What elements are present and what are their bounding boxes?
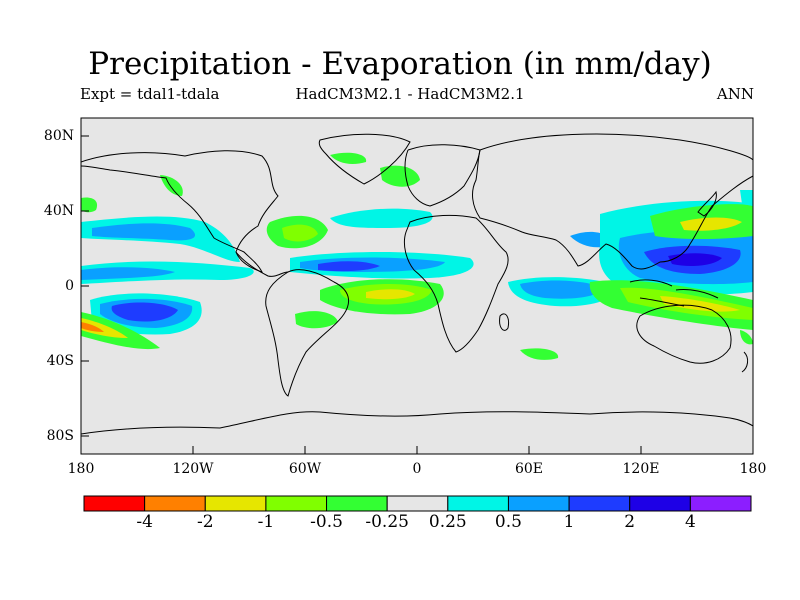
- plot-title: Precipitation - Evaporation (in mm/day): [88, 46, 712, 82]
- contour-spac-navy: [111, 302, 178, 322]
- colorbar-swatch: [265, 495, 328, 512]
- coast-new-zealand: [741, 351, 749, 373]
- colorbar-swatch: [144, 495, 206, 512]
- lat-label: 40S: [46, 353, 74, 369]
- contour-spac-orange: [81, 322, 104, 332]
- contour-wpac-navy: [668, 253, 722, 266]
- contour-io-blue2: [520, 280, 605, 299]
- coast-greenland: [318, 133, 411, 185]
- contour-ak-green: [160, 175, 183, 196]
- colorbar-swatch: [326, 495, 388, 512]
- colorbar-swatch: [204, 495, 267, 512]
- contour-mc-yellow: [660, 296, 740, 312]
- contour-spac-green: [81, 312, 160, 350]
- colorbar-swatch: [507, 495, 570, 512]
- coast-madagascar: [499, 313, 509, 331]
- lat-label: 80S: [46, 428, 74, 444]
- colorbar-swatch: [629, 495, 691, 512]
- season-label: ANN: [716, 85, 754, 103]
- colorbar-swatch: [447, 495, 509, 512]
- lat-label: 40N: [43, 203, 74, 219]
- coast-australia: [636, 304, 732, 364]
- axis-ticks: [81, 135, 642, 454]
- lon-label: 120W: [172, 461, 214, 477]
- colorbar: [83, 495, 752, 512]
- contour-aus-green: [740, 330, 753, 345]
- contour-itcz-epac2: [81, 267, 175, 280]
- colorbar-label: -0.25: [365, 512, 409, 532]
- coast-antarctica: [81, 411, 753, 435]
- coast-japan: [697, 190, 717, 217]
- contour-npac-blue2: [92, 223, 196, 241]
- anomaly-contours: [81, 152, 753, 360]
- coast-central-america: [235, 251, 289, 277]
- model-label: HadCM3M2.1 - HadCM3M2.1: [295, 85, 525, 103]
- contour-greenland-green: [380, 165, 420, 187]
- colorbar-label: 4: [684, 512, 696, 532]
- lon-label: 60E: [514, 461, 544, 477]
- contour-nwpac-yellow: [680, 217, 742, 231]
- lon-label: 60W: [288, 461, 322, 477]
- coast-asia: [472, 133, 753, 270]
- colorbar-label: -2: [196, 512, 214, 532]
- contour-nsea-green: [330, 152, 367, 164]
- coast-africa: [403, 214, 509, 353]
- contour-spac-yellow: [81, 318, 128, 338]
- colorbar-label: 2: [624, 512, 636, 532]
- colorbar-swatch: [83, 495, 146, 512]
- contour-sio-green: [520, 348, 559, 360]
- lat-label: 0: [65, 278, 74, 294]
- contour-brazil-green: [295, 311, 338, 329]
- colorbar-label: -1: [257, 512, 275, 532]
- colorbar-swatch: [568, 495, 631, 512]
- contour-nwpac-cyan: [740, 190, 753, 206]
- contour-npac-green: [81, 197, 98, 213]
- contour-satl-yellow: [366, 289, 415, 300]
- contour-natl-cyan: [330, 208, 433, 228]
- contour-itcz-atl3: [318, 261, 380, 272]
- lat-label: 80N: [43, 128, 74, 144]
- colorbar-swatch: [689, 495, 752, 512]
- coastlines: [81, 133, 753, 435]
- colorbar-label: -0.5: [310, 512, 343, 532]
- experiment-label: Expt = tdal1-tdala: [80, 85, 220, 103]
- lon-label: 0: [412, 461, 422, 477]
- colorbar-label: 0.5: [494, 512, 522, 532]
- colorbar-label: 1: [563, 512, 575, 532]
- coast-south-america: [265, 269, 350, 397]
- coast-europe: [404, 144, 481, 207]
- colorbar-label: -4: [136, 512, 153, 532]
- lon-label: 180: [67, 461, 95, 477]
- lon-label: 180: [739, 461, 767, 477]
- colorbar-label: 0.25: [428, 512, 467, 532]
- colorbar-swatch: [386, 495, 449, 512]
- lon-label: 120E: [622, 461, 660, 477]
- contour-natl-lime: [282, 224, 318, 242]
